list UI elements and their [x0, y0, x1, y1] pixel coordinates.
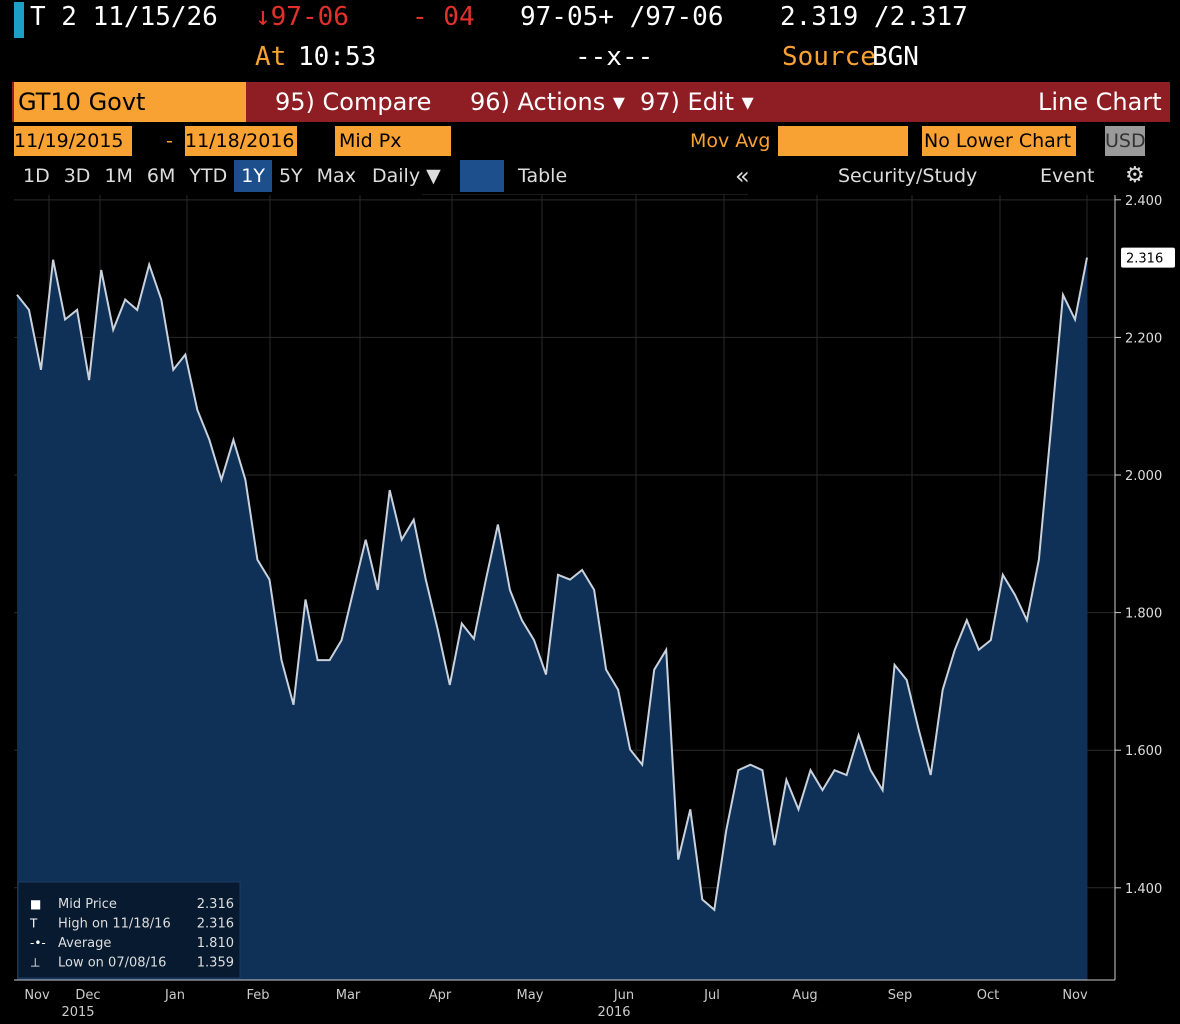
x-tick-label: May — [517, 988, 544, 1003]
period[interactable]: 3D — [63, 165, 91, 187]
period[interactable]: 1M — [104, 165, 133, 187]
period[interactable]: 6M — [146, 165, 176, 187]
change: - 04 — [412, 2, 475, 32]
time: 10:53 — [298, 42, 377, 72]
x-tick-label: Jul — [703, 988, 720, 1003]
edit[interactable]: 97) Edit ▾ — [640, 88, 754, 116]
lower-chart[interactable]: No Lower Chart — [922, 126, 1076, 156]
legend-icon: T — [29, 917, 38, 931]
currency[interactable]: USD — [1105, 126, 1146, 156]
chart-type[interactable]: Line Chart — [1038, 88, 1162, 116]
source-prefix: Source — [782, 42, 876, 72]
legend-icon: -•- — [30, 936, 46, 950]
field[interactable]: Mid Px — [335, 126, 451, 156]
yield: 2.319 /2.317 — [780, 2, 968, 32]
end-date[interactable]: 11/18/2016 — [185, 126, 297, 156]
y-tick-label: 1.600 — [1125, 744, 1162, 759]
x-tick-label: Oct — [977, 988, 999, 1003]
frequency[interactable]: Daily ▼ — [372, 165, 441, 187]
x-year-label: 2016 — [597, 1005, 630, 1020]
collapse[interactable]: « — [735, 162, 750, 190]
security[interactable]: GT10 Govt — [14, 82, 246, 122]
legend-value: 1.810 — [197, 936, 234, 951]
last-value-box — [1121, 247, 1175, 268]
legend-box — [17, 881, 241, 979]
period[interactable]: 5Y — [278, 165, 303, 187]
event[interactable]: Event — [1040, 165, 1095, 187]
ticker: T 2 11/15/26 — [30, 2, 218, 32]
x-tick-label: Dec — [75, 988, 100, 1003]
y-tick-label: 2.000 — [1125, 469, 1162, 484]
chart: TrackAnnotateNewsZoom1.4001.6001.8002.00… — [14, 194, 1175, 1020]
legend-value: 1.359 — [197, 956, 234, 971]
x-tick-label: Nov — [24, 988, 50, 1003]
source: BGN — [872, 42, 919, 72]
x-tick-label: Nov — [1062, 988, 1088, 1003]
y-tick-label: 2.400 — [1125, 194, 1162, 209]
period[interactable]: 1D — [23, 165, 50, 187]
x-tick-label: Apr — [429, 988, 452, 1003]
actions[interactable]: 96) Actions ▾ — [470, 88, 625, 116]
x-tick-label: Aug — [792, 988, 817, 1003]
y-tick-label: 2.200 — [1125, 331, 1162, 346]
x-year-label: 2015 — [61, 1005, 94, 1020]
price: ↓97-06 — [255, 2, 349, 32]
y-tick-label: 1.400 — [1125, 882, 1162, 897]
period[interactable]: YTD — [189, 165, 228, 187]
legend-name: Mid Price — [58, 897, 117, 912]
settings-icon[interactable]: ⚙ — [1125, 163, 1145, 188]
period[interactable]: 1Y — [234, 160, 272, 192]
last-value-label: 2.316 — [1126, 252, 1163, 267]
legend-name: Average — [58, 936, 111, 951]
periods: 1D 3D 1M 6M YTD 1Y 5Y Max — [16, 160, 363, 192]
legend-icon: ■ — [30, 897, 41, 911]
x-tick-label: Sep — [888, 988, 913, 1003]
bid-ask: 97-05+ /97-06 — [520, 2, 724, 32]
x-tick-label: Jan — [164, 988, 185, 1003]
period[interactable]: Max — [316, 165, 356, 187]
legend-icon: ⊥ — [30, 956, 40, 970]
dash: - — [166, 130, 173, 152]
time-prefix: At — [255, 42, 287, 72]
line — [16, 257, 1088, 912]
legend-name: High on 11/18/16 — [58, 917, 171, 932]
marker — [14, 2, 24, 38]
legend-value: 2.316 — [197, 897, 234, 912]
table[interactable]: Table — [518, 165, 568, 187]
area — [17, 257, 1087, 981]
legend-name: Low on 07/08/16 — [58, 956, 166, 971]
size: --x-- — [575, 42, 654, 72]
study[interactable]: Security/Study — [838, 165, 978, 187]
mov-avg-box[interactable] — [778, 126, 908, 156]
y-tick-label: 1.800 — [1125, 607, 1162, 622]
x-tick-label: Mar — [336, 988, 361, 1003]
line-icon[interactable] — [460, 160, 504, 192]
mov-avg[interactable]: Mov Avg — [690, 130, 771, 152]
compare[interactable]: 95) Compare — [275, 88, 432, 116]
x-tick-label: Jun — [613, 988, 634, 1003]
start-date[interactable]: 11/19/2015 — [14, 126, 132, 156]
legend-value: 2.316 — [197, 917, 234, 932]
x-tick-label: Feb — [246, 988, 269, 1003]
